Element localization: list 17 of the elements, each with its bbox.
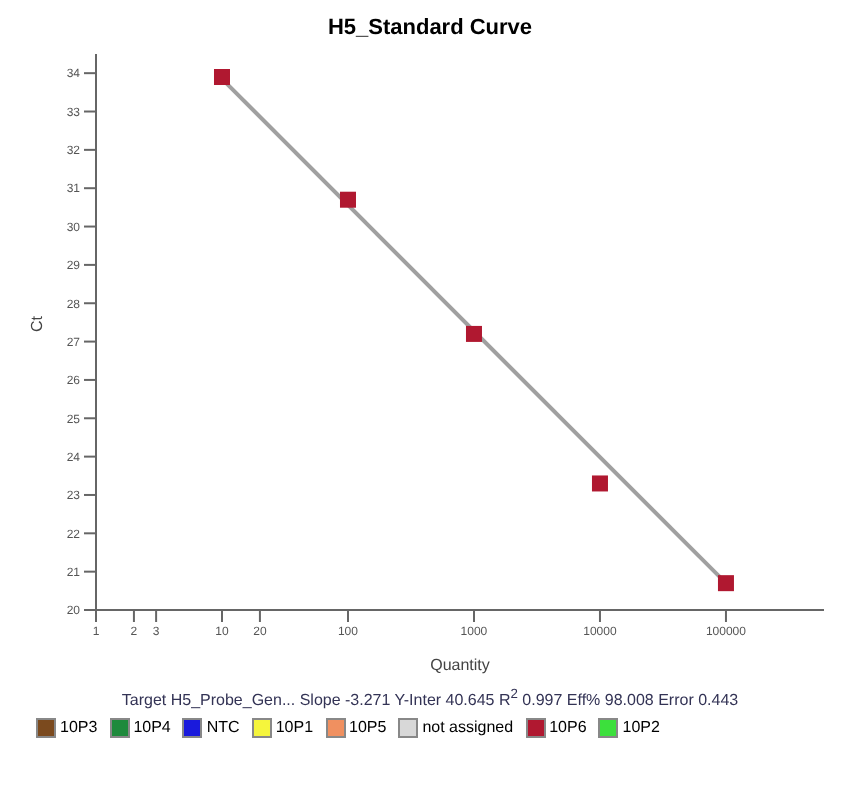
point <box>213 69 230 86</box>
legend-label: 10P4 <box>131 717 171 738</box>
text: Target H5_Probe_Gen... Slope -3.271 Y-Inter 40.645 R$^{2}$ 0.997 Eff% 98.008 Error 0.443 <box>119 688 741 710</box>
legend-label: 10P1 <box>273 717 314 738</box>
point <box>717 575 734 592</box>
point <box>591 475 608 492</box>
point <box>465 325 482 342</box>
legend-label: 10P5 <box>347 717 387 738</box>
legend-label: 10P6 <box>547 717 587 738</box>
chart-title: H5_Standard Curve <box>325 16 535 40</box>
legend-label: 10P3 <box>58 717 98 738</box>
legend-label: NTC <box>204 717 240 738</box>
legend-label: 10P2 <box>620 717 660 738</box>
point <box>339 191 356 208</box>
legend-label: not assigned <box>420 717 514 738</box>
x-axis-title: Quantity <box>430 656 490 674</box>
y-axis-title: Ct <box>27 314 46 332</box>
